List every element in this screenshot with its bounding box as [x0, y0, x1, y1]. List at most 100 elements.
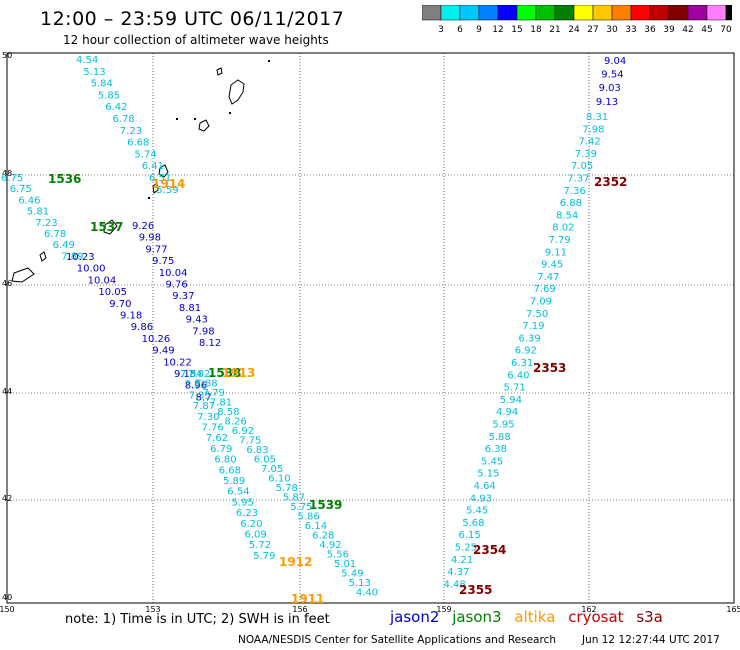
swh-value: 5.95 [492, 420, 514, 431]
swh-value: 4.40 [356, 588, 378, 599]
swh-value: 6.80 [214, 455, 236, 466]
swh-value: 8.54 [556, 210, 578, 221]
swh-value: 8.58 [217, 407, 239, 418]
swh-value: 8.96 [185, 381, 207, 392]
swh-value: 10.26 [142, 334, 171, 345]
coastline [158, 164, 169, 178]
swh-value: 10.05 [98, 287, 127, 298]
pass-id: 2355 [459, 583, 492, 597]
lon-tick-label: 150 [0, 605, 15, 614]
swh-value: 9.49 [152, 346, 174, 357]
swh-value: 8.7 [196, 392, 212, 403]
swh-value: 9.86 [131, 322, 153, 333]
scale-tick-label: 18 [530, 25, 542, 35]
lon-tick-label: 156 [292, 605, 307, 614]
legend-altika: altika [514, 608, 556, 626]
island-dot [148, 197, 150, 199]
scale-swatch [725, 5, 732, 21]
swh-value: 9.76 [166, 280, 188, 291]
lat-tick-label: 40 [2, 593, 12, 602]
swh-value: 5.86 [298, 512, 320, 523]
swh-value: 7.82 [188, 369, 210, 380]
legend-cryosat: cryosat [568, 608, 624, 626]
swh-value: 7.36 [564, 186, 586, 197]
swh-value: 6.78 [113, 114, 135, 125]
lon-tick-label: 153 [145, 605, 160, 614]
swh-value: 7.98 [192, 326, 214, 337]
scale-tick-label: 39 [663, 25, 675, 35]
swh-value: 9.15 [174, 369, 196, 380]
swh-value: 6.31 [511, 358, 533, 369]
swh-value: 5.71 [504, 383, 526, 394]
swh-value: 9.26 [132, 221, 154, 232]
swh-value: 9.43 [186, 315, 208, 326]
swh-value: 4.64 [474, 481, 496, 492]
swh-value: 5.89 [223, 476, 245, 487]
swh-value: 5.13 [349, 578, 371, 589]
swh-value: 4.54 [76, 55, 98, 66]
swh-value: 7.62 [206, 433, 228, 444]
scale-tick-label: 42 [682, 25, 693, 35]
swh-value: 6.92 [515, 346, 537, 357]
swh-value: 7.75 [239, 436, 261, 447]
swh-value: 6.10 [268, 474, 290, 485]
swh-value: 7.19 [522, 321, 544, 332]
swh-value: 5.79 [253, 551, 275, 562]
swh-value: 9.13 [596, 97, 618, 108]
pass-id: 2353 [533, 361, 566, 375]
swh-value: 5.01 [334, 559, 356, 570]
swh-value: 10.00 [77, 264, 106, 275]
scale-tick-label: 70 [720, 25, 732, 35]
swh-value: 8.81 [179, 303, 201, 314]
coastline [152, 182, 159, 194]
swh-value: 10.22 [163, 357, 192, 368]
swh-value: 9.54 [601, 70, 623, 81]
satellite-legend: jason2 jason3 altika cryosat s3a [390, 608, 671, 626]
scale-tick-label: 15 [511, 25, 522, 35]
scale-tick-label: 33 [625, 25, 636, 35]
swh-value: 5.49 [341, 569, 363, 580]
swh-value: 6.79 [210, 444, 232, 455]
swh-value: 9.75 [152, 256, 174, 267]
swh-value: 4.92 [319, 540, 341, 551]
lat-tick-label: 48 [2, 169, 12, 178]
swh-value: 9.03 [599, 83, 621, 94]
swh-value: 7.79 [549, 235, 571, 246]
legend-s3a: s3a [636, 608, 663, 626]
swh-value: 9.98 [139, 233, 161, 244]
swh-value: 5.59 [156, 185, 178, 196]
swh-value: 6.78 [44, 229, 66, 240]
swh-value: 7.69 [534, 284, 556, 295]
scale-tick-label: 6 [457, 25, 463, 35]
swh-value: 6.75 [10, 184, 32, 195]
scale-tick-label: 45 [701, 25, 712, 35]
scale-tick-label: 36 [644, 25, 656, 35]
swh-value: 6.83 [246, 445, 268, 456]
swh-value: 6.14 [305, 521, 327, 532]
lon-tick-label: 165 [726, 605, 740, 614]
swh-value: 9.11 [545, 247, 567, 258]
swh-value: 9.18 [120, 311, 142, 322]
swh-value: 6.92 [232, 426, 254, 437]
swh-value: 9.37 [172, 291, 194, 302]
swh-value: 8.31 [586, 112, 608, 123]
swh-value: 5.84 [91, 79, 113, 90]
swh-value: 5.72 [249, 540, 271, 551]
swh-value: 10.04 [159, 268, 188, 279]
lon-tick-label: 159 [436, 605, 451, 614]
coastline [103, 219, 118, 235]
note-text: note: 1) Time is in UTC; 2) SWH is in fe… [65, 612, 330, 627]
swh-value: 7.35 [189, 390, 211, 401]
pass-id: 1536 [48, 172, 81, 186]
pass-id: 1539 [309, 498, 342, 512]
island-dot [268, 60, 270, 62]
swh-value: 5.74 [134, 149, 156, 160]
scale-tick-label: 21 [549, 25, 560, 35]
swh-value: 7.81 [210, 398, 232, 409]
swh-value: 7.37 [567, 174, 589, 185]
swh-value: 8.26 [225, 417, 247, 428]
lat-tick-label: 46 [2, 279, 12, 288]
swh-value: 9.70 [109, 299, 131, 310]
